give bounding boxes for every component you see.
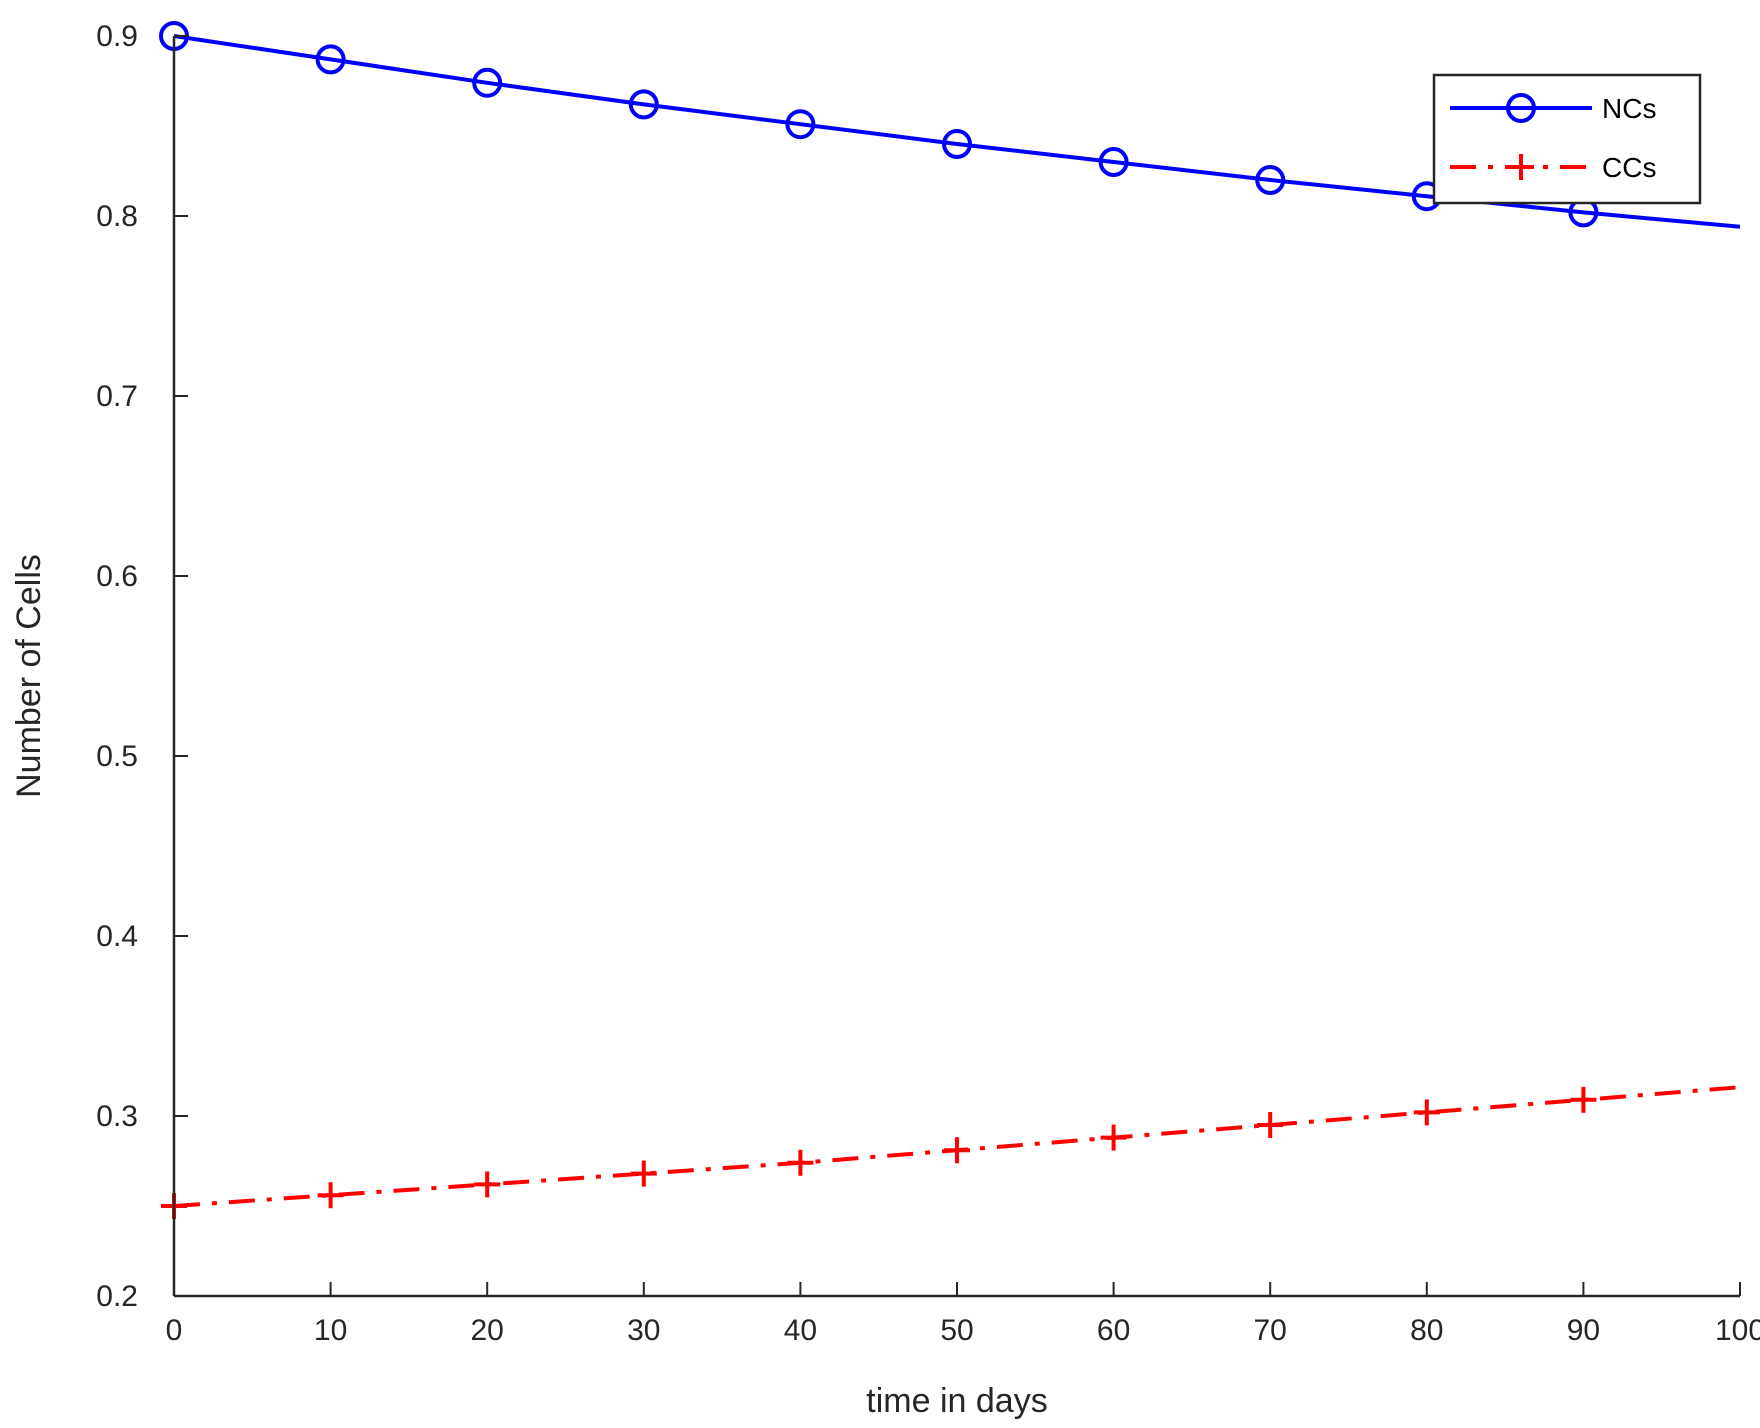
data-point (315, 44, 346, 75)
legend-label: NCs (1602, 93, 1656, 124)
legend-box (1432, 73, 1702, 205)
data-point (1255, 165, 1286, 195)
x-tick-label: 20 (471, 1314, 504, 1347)
legend-marker (1508, 154, 1534, 180)
x-tick-label: 10 (314, 1314, 347, 1347)
x-axis-title: time in days (866, 1382, 1047, 1420)
data-point (942, 129, 972, 159)
x-tick-label: 0 (166, 1314, 183, 1347)
x-tick-label: 70 (1254, 1314, 1287, 1347)
legend-item: NCs (1450, 93, 1656, 124)
y-tick-label: 0.7 (96, 380, 138, 413)
data-point (787, 1149, 814, 1176)
y-tick-label: 0.8 (96, 200, 138, 233)
data-point (317, 1182, 344, 1209)
y-axis-title: Number of Cells (10, 554, 48, 798)
series-ccs (161, 1085, 1741, 1219)
data-point (1098, 147, 1129, 177)
data-point (474, 1171, 501, 1198)
y-tick-label: 0.9 (96, 20, 138, 53)
y-tick-label: 0.5 (96, 740, 138, 773)
data-point (1413, 1099, 1440, 1126)
ticks: 0 10 20 30 40 50 60 70 80 90 100 0.2 0.3 0.4 0.5 0.6 0.7… (96, 20, 1760, 1347)
legend-item: CCs (1450, 152, 1656, 183)
data-point (628, 89, 659, 120)
legend-marker (1506, 93, 1536, 123)
x-tick-label: 80 (1410, 1314, 1443, 1347)
y-tick-label: 0.3 (96, 1100, 138, 1133)
data-point (944, 1137, 970, 1164)
x-tick-label: 100 (1715, 1314, 1760, 1347)
data-point (1257, 1112, 1284, 1138)
x-tick-label: 90 (1567, 1314, 1600, 1347)
x-tick-label: 40 (784, 1314, 817, 1347)
x-tick-label: 30 (627, 1314, 660, 1347)
data-point (630, 1160, 657, 1187)
legend: NCs CCs (1432, 73, 1702, 205)
data-point (472, 67, 503, 98)
y-tick-label: 0.2 (96, 1280, 138, 1313)
x-tick-label: 60 (1097, 1314, 1130, 1347)
legend-label: CCs (1602, 152, 1656, 183)
y-tick-label: 0.6 (96, 560, 138, 593)
x-tick-label: 50 (940, 1314, 973, 1347)
data-point (785, 109, 816, 140)
data-point (1100, 1124, 1127, 1151)
data-point (1570, 1086, 1597, 1113)
y-tick-label: 0.4 (96, 920, 138, 953)
